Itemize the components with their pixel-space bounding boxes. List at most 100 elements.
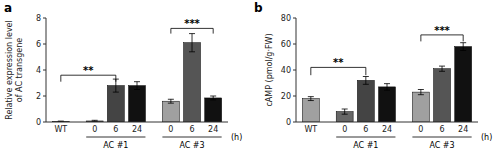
error-cap <box>134 81 140 82</box>
error-stem <box>170 99 171 103</box>
error-cap <box>384 90 390 91</box>
x-tick-label: 24 <box>382 125 392 134</box>
error-stem <box>442 66 443 71</box>
error-cap <box>308 96 314 97</box>
error-cap <box>363 76 369 77</box>
bar <box>434 69 451 122</box>
x-tick-label: 6 <box>189 125 194 134</box>
y-axis-label-line: of AC transgene <box>15 38 24 102</box>
error-cap <box>363 84 369 85</box>
group-label: AC #3 <box>429 141 454 150</box>
y-tick-label: 6 <box>36 40 41 49</box>
y-tick-label: 2 <box>36 92 41 101</box>
error-cap <box>92 120 98 121</box>
error-bar <box>384 84 390 91</box>
error-cap <box>460 42 466 43</box>
group-underline <box>412 137 471 138</box>
bar <box>162 101 179 122</box>
y-tick <box>43 18 46 19</box>
chart-root: 02468WT06240624Relative expression level… <box>0 0 500 165</box>
error-cap <box>439 71 445 72</box>
significance-label: *** <box>434 25 450 36</box>
y-axis-label-line: cAMP (pmol/g·FW) <box>265 33 274 106</box>
note: (h) <box>231 133 242 142</box>
error-cap <box>189 33 195 34</box>
x-tick-label: 6 <box>363 125 368 134</box>
x-axis-line <box>296 122 478 123</box>
bar <box>302 99 319 122</box>
group-label: AC #1 <box>103 141 128 150</box>
error-bar <box>460 43 466 51</box>
error-cap <box>210 99 216 100</box>
y-tick <box>293 44 296 45</box>
error-stem <box>420 90 421 95</box>
y-tick <box>293 70 296 71</box>
error-cap <box>189 51 195 52</box>
error-cap <box>308 100 314 101</box>
y-tick-label: 60 <box>281 40 291 49</box>
y-axis-label: Relative expression levelof AC transgene <box>5 20 24 120</box>
x-tick-label: 0 <box>92 125 97 134</box>
y-tick <box>43 122 46 123</box>
error-bar <box>168 99 174 103</box>
group-label: AC #3 <box>179 141 204 150</box>
error-bar <box>92 120 98 121</box>
y-tick-label: 80 <box>281 14 291 23</box>
group-underline <box>336 137 395 138</box>
bar <box>184 43 201 122</box>
bar <box>357 80 374 122</box>
x-tick-label: 24 <box>208 125 218 134</box>
error-cap <box>418 89 424 90</box>
error-cap <box>418 94 424 95</box>
error-bar <box>418 90 424 95</box>
error-cap <box>384 83 390 84</box>
error-bar <box>342 109 348 114</box>
y-tick <box>43 96 46 97</box>
y-tick-label: 8 <box>36 14 41 23</box>
y-tick-label: 4 <box>36 66 41 75</box>
marks <box>52 34 221 122</box>
panel: 02468WT06240624Relative expression level… <box>4 1 242 150</box>
x-tick-label: 6 <box>113 125 118 134</box>
panel: 020406080WT06240624cAMP (pmol/g·FW)b****… <box>254 1 492 150</box>
bar <box>455 47 472 122</box>
significance-label: ** <box>333 57 344 68</box>
error-cap <box>460 50 466 51</box>
bar <box>412 92 429 122</box>
x-tick-label: WT <box>54 125 67 134</box>
group-underline <box>86 137 145 138</box>
significance-bracket <box>311 67 366 75</box>
error-stem <box>310 97 311 101</box>
panel-label: b <box>254 1 263 15</box>
error-stem <box>463 43 464 51</box>
x-tick-label: 24 <box>458 125 468 134</box>
marks <box>302 43 471 122</box>
x-tick-label: 6 <box>439 125 444 134</box>
error-cap <box>439 66 445 67</box>
error-stem <box>213 96 214 100</box>
error-bar <box>210 96 216 100</box>
error-stem <box>344 109 345 114</box>
error-cap <box>134 89 140 90</box>
y-axis-label: cAMP (pmol/g·FW) <box>265 33 274 106</box>
error-bar <box>439 66 445 71</box>
error-stem <box>387 84 388 91</box>
significance-label: ** <box>83 65 94 76</box>
x-tick-label: 0 <box>342 125 347 134</box>
y-tick-label: 40 <box>281 66 291 75</box>
y-tick <box>293 122 296 123</box>
group-label: AC #1 <box>353 141 378 150</box>
bar <box>129 86 146 122</box>
y-tick <box>43 70 46 71</box>
bar <box>379 87 396 122</box>
error-bar <box>363 77 369 85</box>
y-tick <box>293 96 296 97</box>
x-tick-label: 24 <box>132 125 142 134</box>
y-tick <box>43 44 46 45</box>
y-tick-label: 0 <box>36 118 41 127</box>
y-tick-label: 0 <box>286 118 291 127</box>
significance-label: *** <box>184 18 200 29</box>
y-tick <box>293 18 296 19</box>
error-cap <box>58 121 64 122</box>
error-bar <box>308 97 314 101</box>
